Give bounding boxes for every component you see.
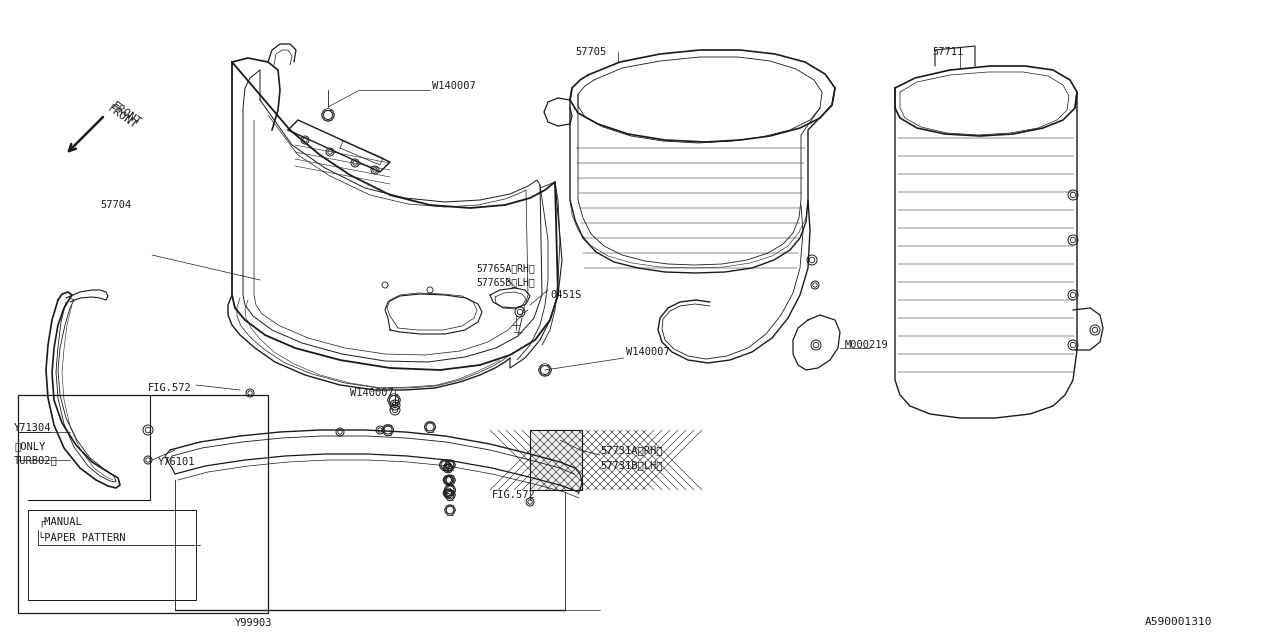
Text: 0451S: 0451S: [550, 290, 581, 300]
Text: A590001310: A590001310: [1146, 617, 1212, 627]
Text: Y99903: Y99903: [236, 618, 273, 628]
Text: 57765B〈LH〉: 57765B〈LH〉: [476, 277, 535, 287]
Bar: [530, 430, 582, 490]
Text: ┌MANUAL: ┌MANUAL: [38, 516, 82, 527]
Text: 57705: 57705: [575, 47, 607, 57]
Text: W140007: W140007: [626, 347, 669, 357]
Text: W140007: W140007: [433, 81, 476, 91]
Text: FRONT: FRONT: [105, 104, 138, 131]
Text: 57731B〈LH〉: 57731B〈LH〉: [600, 460, 663, 470]
Text: 57731A〈RH〉: 57731A〈RH〉: [600, 445, 663, 455]
Text: FIG.572: FIG.572: [148, 383, 192, 393]
Text: Y76101: Y76101: [157, 457, 196, 467]
Text: M000219: M000219: [845, 340, 888, 350]
Text: 57704: 57704: [100, 200, 132, 210]
Text: 〈ONLY: 〈ONLY: [14, 441, 45, 451]
Text: W140007: W140007: [349, 388, 394, 398]
Text: FIG.572: FIG.572: [492, 490, 536, 500]
Text: └PAPER PATTERN: └PAPER PATTERN: [38, 533, 125, 543]
Text: 57765A〈RH〉: 57765A〈RH〉: [476, 263, 535, 273]
Bar: [18, 395, 268, 613]
Text: Y71304: Y71304: [14, 423, 51, 433]
Bar: [28, 510, 196, 600]
Text: TURBO2〉: TURBO2〉: [14, 455, 58, 465]
Text: 57711: 57711: [932, 47, 964, 57]
Text: FRONT: FRONT: [109, 101, 142, 129]
